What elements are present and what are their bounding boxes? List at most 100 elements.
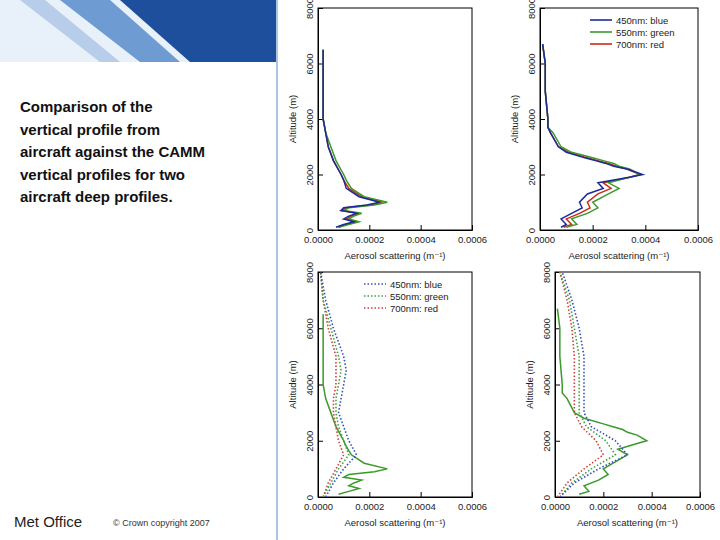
y-axis: 02000400060008000 [304, 0, 323, 233]
y-tick-label: 0 [304, 495, 315, 500]
x-tick-mark [369, 492, 370, 497]
y-axis: 02000400060008000 [304, 262, 323, 500]
y-tick-label: 6000 [526, 53, 537, 74]
x-tick-label: 0.0002 [579, 234, 608, 245]
y-axis-title: Altitude (m) [509, 95, 520, 144]
y-tick-mark [540, 175, 545, 176]
x-tick-mark [645, 225, 646, 230]
y-tick-label: 6000 [304, 318, 315, 339]
y-axis-title: Altitude (m) [524, 360, 535, 409]
divider [276, 0, 278, 540]
y-tick: 2000 [541, 431, 560, 452]
y-tick-label: 2000 [304, 431, 315, 452]
y-tick-mark [555, 385, 560, 386]
x-tick-label: 0.0006 [458, 501, 487, 512]
y-tick-mark [318, 230, 323, 231]
profile-line [321, 272, 357, 497]
legend-swatch [364, 283, 386, 285]
y-tick: 8000 [304, 0, 323, 19]
x-tick-label: 0.0002 [355, 501, 384, 512]
y-axis-line [541, 9, 546, 231]
slide: Comparison of thevertical profile fromai… [0, 0, 720, 540]
profile-line [323, 50, 387, 228]
y-tick: 4000 [304, 109, 323, 130]
profile-line [543, 44, 640, 227]
legend-swatch [590, 19, 612, 21]
y-tick-mark [318, 8, 323, 9]
profile-line [560, 272, 616, 497]
footer: Met Office [14, 513, 82, 530]
y-tick: 6000 [304, 53, 323, 74]
x-tick-mark [369, 225, 370, 230]
x-tick: 0.0004 [407, 492, 436, 512]
x-tick-mark [421, 225, 422, 230]
x-axis-title: Aerosol scattering (m⁻¹) [344, 517, 445, 528]
y-tick: 2000 [526, 164, 545, 185]
plot-frame [318, 8, 472, 230]
x-axis: 0.0000 0.0002 0.0004 0.0006 [526, 225, 713, 245]
caption-line: vertical profile from [20, 121, 160, 138]
x-tick-mark [698, 225, 699, 230]
x-tick-mark [700, 492, 701, 497]
y-axis-title: Altitude (m) [287, 95, 298, 144]
y-tick-label: 4000 [304, 109, 315, 130]
y-tick: 4000 [526, 109, 545, 130]
y-tick-mark [555, 441, 560, 442]
x-tick-label: 0.0006 [458, 234, 487, 245]
y-tick-label: 2000 [526, 164, 537, 185]
legend-swatch [590, 43, 612, 45]
legend-label: 450nm: blue [616, 15, 668, 26]
y-tick-label: 0 [304, 228, 315, 233]
x-tick-label: 0.0004 [638, 501, 667, 512]
y-tick-mark [318, 385, 323, 386]
x-tick: 0.0002 [355, 492, 384, 512]
x-tick-label: 0.0004 [407, 501, 436, 512]
slide-decoration [0, 0, 277, 540]
legend-label: 450nm: blue [390, 279, 442, 290]
x-axis: 0.00000.00020.00040.0006 [304, 225, 487, 245]
caption-line: vertical profiles for two [20, 166, 185, 183]
y-tick-mark [318, 497, 323, 498]
plot-area [557, 272, 646, 497]
profile-line [560, 272, 628, 497]
y-tick-label: 6000 [541, 318, 552, 339]
plot-frame [540, 8, 698, 230]
plot-area [321, 272, 388, 497]
y-tick-label: 0 [526, 228, 537, 233]
x-tick-label: 0.0000 [526, 234, 555, 245]
caption-line: Comparison of the [20, 98, 153, 115]
caption: Comparison of thevertical profile fromai… [20, 98, 205, 205]
x-tick: 0.0006 [686, 492, 715, 512]
chart: 0.00000.00020.00040.0006Aerosol scatteri… [287, 0, 487, 261]
legend-label: 550nm: green [390, 291, 449, 302]
y-tick-mark [540, 8, 545, 9]
header-band [0, 0, 276, 62]
x-tick: 0.0006 [458, 492, 487, 512]
profile-line [323, 50, 379, 228]
x-tick: 0.0004 [631, 225, 660, 245]
plot-area [543, 44, 643, 227]
x-tick-label: 0.0004 [631, 234, 660, 245]
y-tick-mark [555, 497, 560, 498]
y-tick: 4000 [541, 374, 560, 395]
y-axis-line [319, 273, 324, 498]
x-tick-label: 0.0006 [686, 501, 715, 512]
x-axis: 0.00000.00020.00040.0006 [541, 492, 715, 512]
y-tick-label: 4000 [304, 374, 315, 395]
x-axis-line [556, 492, 701, 498]
legend-label: 700nm: red [616, 39, 664, 50]
y-tick-mark [540, 119, 545, 120]
chart: 0.00000.00020.00040.0006Aerosol scatteri… [287, 262, 487, 528]
y-tick-mark [318, 441, 323, 442]
plot-frame [555, 272, 700, 497]
y-axis-title: Altitude (m) [287, 360, 298, 409]
profile-line [557, 272, 603, 497]
y-tick: 0 [304, 495, 323, 500]
x-tick: 0.0002 [589, 492, 618, 512]
y-tick: 6000 [304, 318, 323, 339]
y-axis: 0 2000 4000 6000 8000 [526, 0, 545, 233]
y-tick-mark [318, 64, 323, 65]
x-tick: 0.0006 [684, 225, 713, 245]
y-tick: 8000 [526, 0, 545, 19]
x-tick-label: 0.0004 [407, 234, 436, 245]
